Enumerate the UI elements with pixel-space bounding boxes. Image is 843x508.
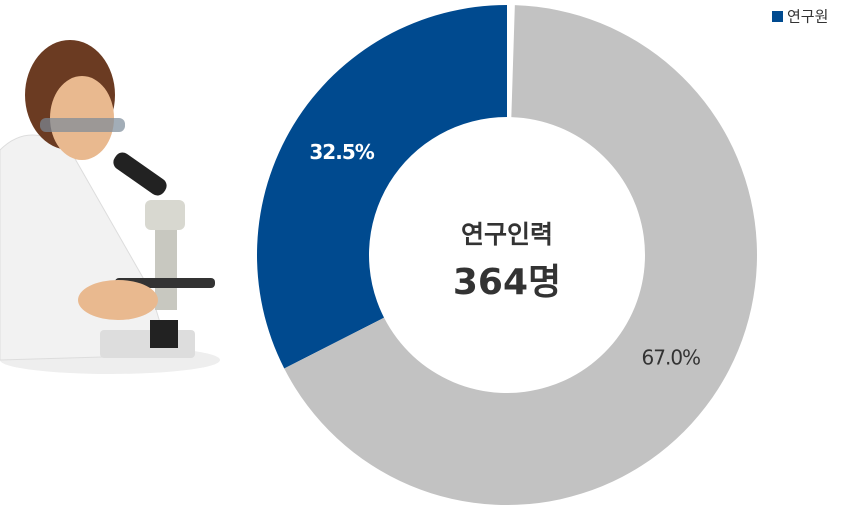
center-title: 연구인력 xyxy=(461,220,553,249)
scientist-photo xyxy=(0,40,220,374)
slice-label: 67.0% xyxy=(642,345,701,369)
slice-label: 32.5% xyxy=(309,140,374,164)
slice xyxy=(284,5,758,506)
center-value: 364명 xyxy=(453,262,561,303)
legend-label: 연구원 xyxy=(787,8,828,26)
slice xyxy=(256,5,507,369)
legend-swatch xyxy=(772,11,783,22)
